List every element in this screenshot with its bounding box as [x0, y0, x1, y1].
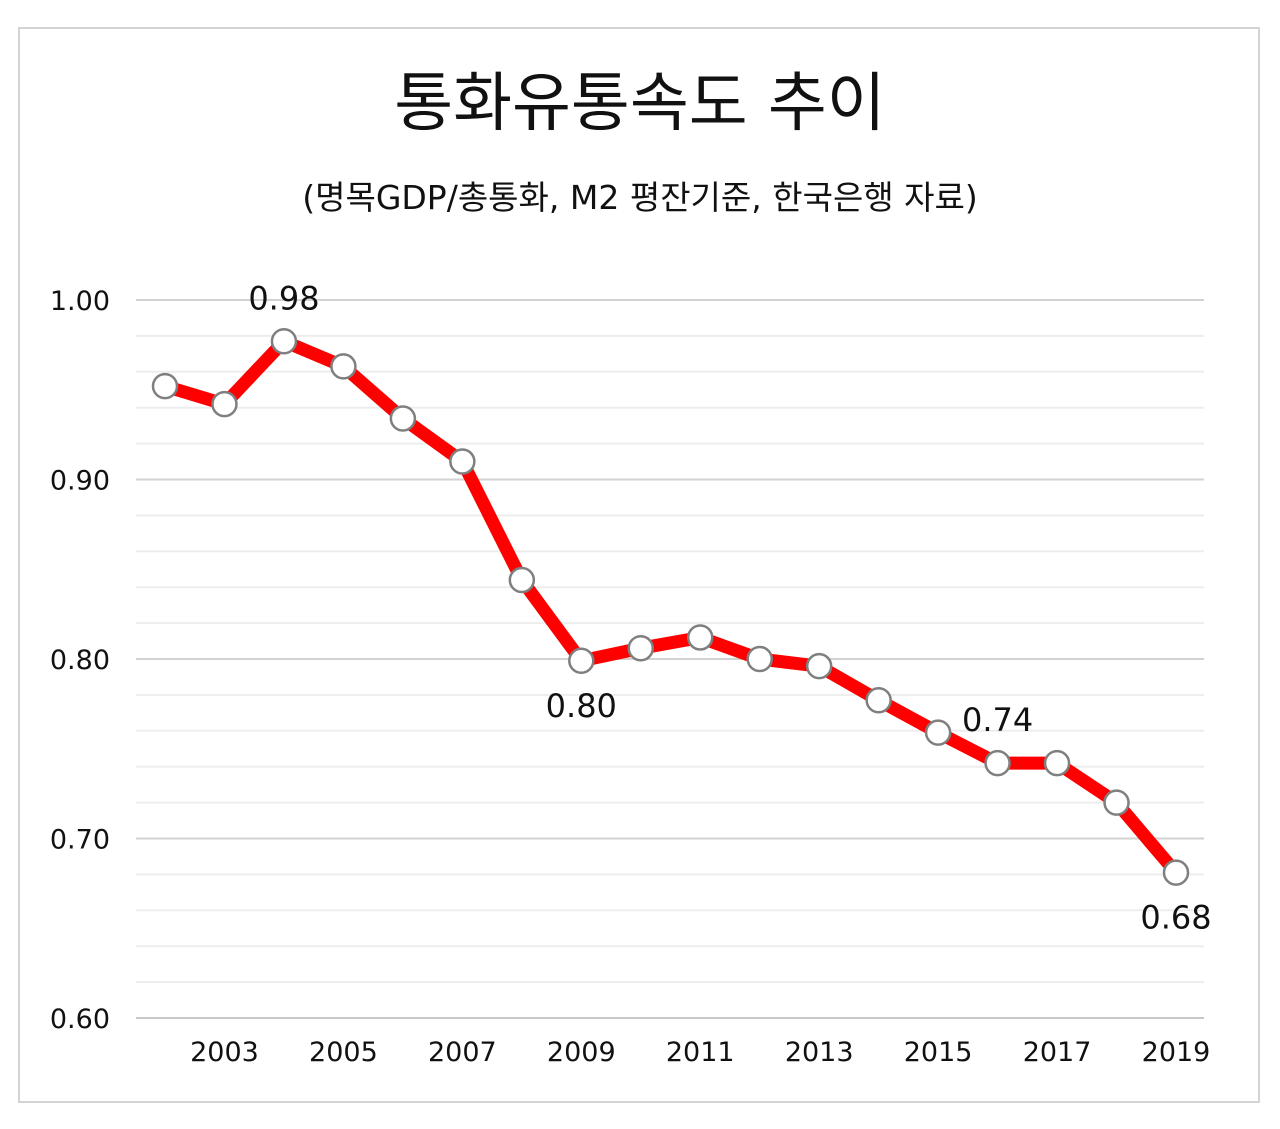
x-tick-labels: 2003 2005 2007 2009 2011 2013 2015 2017 2019: [190, 1037, 1210, 1068]
data-point: [1043, 749, 1071, 777]
data-point: [746, 645, 773, 673]
y-tick-label: 0.70: [50, 825, 110, 856]
data-point: [1162, 859, 1190, 886]
grid-lines: [136, 299, 1204, 984]
data-label: 0.68: [1140, 899, 1211, 937]
chart-subtitle: (명목GDP/총통화, M2 평잔기준, 한국은행 자료): [302, 178, 978, 217]
data-point: [389, 405, 417, 432]
data-point: [627, 634, 655, 662]
data-label: 0.74: [962, 701, 1033, 739]
x-tick-label: 2015: [904, 1037, 973, 1068]
x-tick-label: 2003: [190, 1037, 259, 1068]
data-point: [449, 448, 476, 475]
data-point: [865, 687, 892, 714]
y-tick-label: 0.60: [50, 1004, 110, 1035]
x-tick-label: 2005: [309, 1037, 378, 1068]
x-tick-label: 2007: [428, 1037, 497, 1068]
data-point: [1103, 789, 1130, 816]
chart-frame: [18, 27, 1260, 1103]
data-point: [330, 353, 357, 380]
data-label: 0.98: [248, 279, 319, 317]
data-point: [508, 566, 536, 594]
chart-title: 통화유통속도 추이: [394, 67, 886, 141]
data-point: [984, 749, 1011, 777]
series-line: [158, 334, 1183, 880]
y-tick-label: 0.80: [50, 645, 110, 676]
data-point: [151, 372, 179, 400]
data-labels: 0.98 0.80 0.74 0.68: [248, 279, 1211, 936]
data-point: [270, 328, 298, 355]
y-tick-labels: 0.60 0.70 0.80 0.90 1.00: [50, 286, 110, 1035]
series-lines: [158, 334, 1183, 880]
y-tick-label: 1.00: [50, 286, 110, 317]
x-tick-label: 2013: [785, 1037, 854, 1068]
data-points: [151, 328, 1190, 886]
x-tick-label: 2017: [1023, 1037, 1092, 1068]
data-label: 0.80: [546, 687, 617, 725]
y-tick-label: 0.90: [50, 466, 110, 497]
data-point: [686, 624, 714, 651]
x-tick-label: 2009: [547, 1037, 616, 1068]
data-point: [805, 652, 833, 680]
x-tick-label: 2011: [666, 1037, 735, 1068]
x-tick-label: 2019: [1142, 1037, 1211, 1068]
data-point: [924, 719, 952, 746]
data-point: [568, 647, 595, 675]
data-point: [211, 390, 238, 418]
